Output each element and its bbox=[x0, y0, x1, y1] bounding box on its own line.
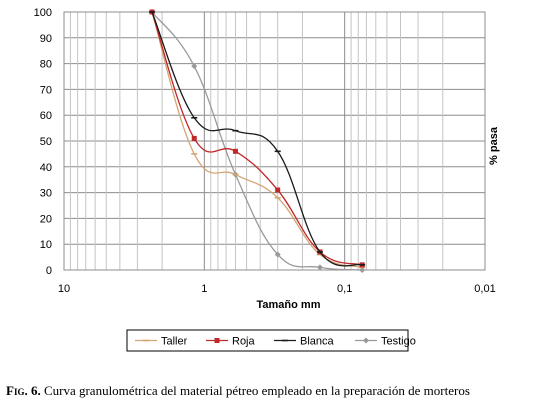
y-axis-title: % pasa bbox=[488, 126, 500, 165]
legend-marker-roja bbox=[214, 338, 220, 343]
series-line-roja bbox=[151, 11, 363, 266]
y-tick-label: 0 bbox=[46, 265, 52, 277]
y-tick-label: 40 bbox=[40, 162, 52, 174]
y-tick-label: 70 bbox=[40, 84, 52, 96]
y-tick-label: 10 bbox=[40, 239, 52, 251]
plot-frame bbox=[63, 11, 486, 271]
legend-label-taller: Taller bbox=[161, 336, 188, 348]
series bbox=[149, 9, 366, 273]
x-tick-label: 0,1 bbox=[337, 283, 352, 295]
y-tick-label: 60 bbox=[40, 110, 52, 122]
legend-box bbox=[126, 329, 409, 352]
x-axis-ticks: 10 1 0,1 0,01 bbox=[58, 283, 496, 295]
x-tick-label: 0,01 bbox=[474, 283, 495, 295]
legend: Taller Roja Blanca Testigo bbox=[126, 329, 416, 352]
series-blanca bbox=[149, 11, 366, 267]
series-roja bbox=[149, 9, 365, 268]
y-tick-label: 100 bbox=[34, 7, 52, 19]
data-point-testigo bbox=[359, 267, 366, 273]
x-axis-title: Tamaño mm bbox=[257, 299, 321, 311]
data-point-roja bbox=[191, 135, 197, 141]
y-tick-label: 30 bbox=[40, 188, 52, 200]
y-tick-label: 50 bbox=[40, 136, 52, 148]
series-line-blanca bbox=[151, 11, 363, 267]
data-point-testigo bbox=[274, 251, 281, 258]
legend-label-roja: Roja bbox=[232, 336, 256, 348]
y-axis-ticks: 0 10 20 30 40 50 60 70 80 90 100 bbox=[34, 7, 52, 277]
grid bbox=[64, 11, 485, 271]
data-point-testigo bbox=[191, 63, 198, 70]
figure-caption: Fig. 6. Curva granulométrica del materia… bbox=[6, 383, 536, 399]
legend-label-testigo: Testigo bbox=[381, 336, 416, 348]
caption-text: Curva granulométrica del material pétreo… bbox=[43, 383, 470, 398]
y-tick-label: 90 bbox=[40, 33, 52, 45]
y-tick-label: 80 bbox=[40, 59, 52, 71]
data-point-roja bbox=[232, 148, 238, 154]
series-taller bbox=[149, 11, 366, 269]
x-tick-label: 10 bbox=[58, 283, 70, 295]
data-point-testigo bbox=[316, 264, 323, 271]
data-point-roja bbox=[275, 187, 281, 193]
caption-label: Fig. 6. bbox=[6, 383, 41, 398]
legend-marker-testigo bbox=[363, 337, 369, 344]
y-tick-label: 20 bbox=[40, 213, 52, 225]
plot-border bbox=[63, 11, 486, 271]
legend-label-blanca: Blanca bbox=[300, 336, 335, 348]
series-line-taller bbox=[151, 11, 363, 269]
x-tick-label: 1 bbox=[201, 283, 207, 295]
